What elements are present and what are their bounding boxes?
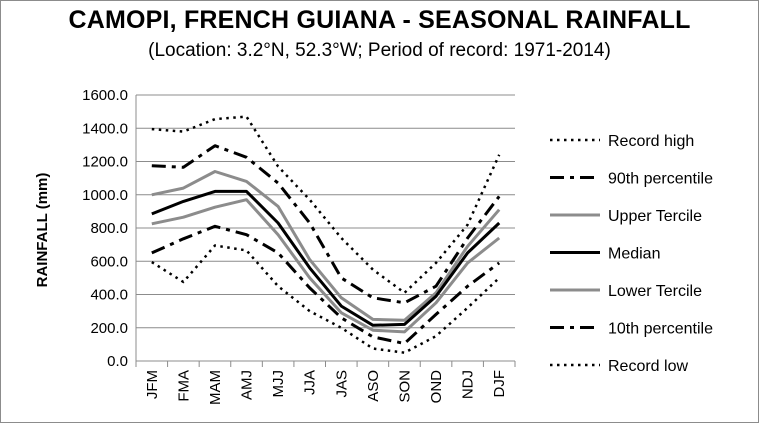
chart-title: CAMOPI, FRENCH GUIANA - SEASONAL RAINFAL…: [68, 6, 691, 34]
series-line-10th-percentile: [151, 224, 501, 345]
x-tick-label: ASO: [365, 370, 382, 402]
legend-label: 90th percentile: [608, 171, 713, 188]
series-line-lower-tercile: [151, 198, 501, 334]
series-line-median: [151, 189, 501, 327]
chart-subtitle: (Location: 3.2°N, 52.3°W; Period of reco…: [148, 40, 611, 61]
legend-label: Median: [608, 246, 660, 263]
y-tick-label: 800.0: [90, 220, 128, 237]
y-tick-label: 600.0: [90, 253, 128, 270]
x-tick-label: JAS: [333, 370, 350, 398]
x-tick-label: JJA: [302, 370, 319, 395]
x-tick-label: FMA: [175, 370, 192, 402]
y-tick-label: 1200.0: [82, 154, 128, 171]
x-tick-label: OND: [428, 370, 445, 404]
series-line-record-high: [151, 115, 501, 295]
y-axis-label: RAINFALL (mm): [34, 173, 51, 288]
y-tick-label: 1600.0: [82, 87, 128, 104]
x-tick-label: NDJ: [460, 370, 477, 399]
y-tick-label: 200.0: [90, 320, 128, 337]
y-tick-label: 1400.0: [82, 120, 128, 137]
x-tick-label: SON: [396, 370, 413, 403]
x-tick-label: DJF: [491, 370, 508, 398]
x-tick-label: AMJ: [239, 370, 256, 400]
series-line-record-low: [151, 244, 501, 354]
legend-label: Record low: [608, 358, 688, 375]
legend-label: 10th percentile: [608, 321, 713, 338]
series-line-90th-percentile: [151, 144, 501, 305]
x-tick-label: JFM: [144, 370, 161, 399]
legend-label: Lower Tercile: [608, 283, 702, 300]
legend-label: Record high: [608, 133, 694, 150]
y-tick-label: 1000.0: [82, 187, 128, 204]
x-tick-label: MJJ: [270, 370, 287, 398]
legend-label: Upper Tercile: [608, 208, 702, 225]
series-line-upper-tercile: [151, 170, 501, 322]
y-tick-label: 0.0: [107, 353, 128, 370]
x-tick-label: MAM: [207, 370, 224, 405]
y-tick-label: 400.0: [90, 287, 128, 304]
